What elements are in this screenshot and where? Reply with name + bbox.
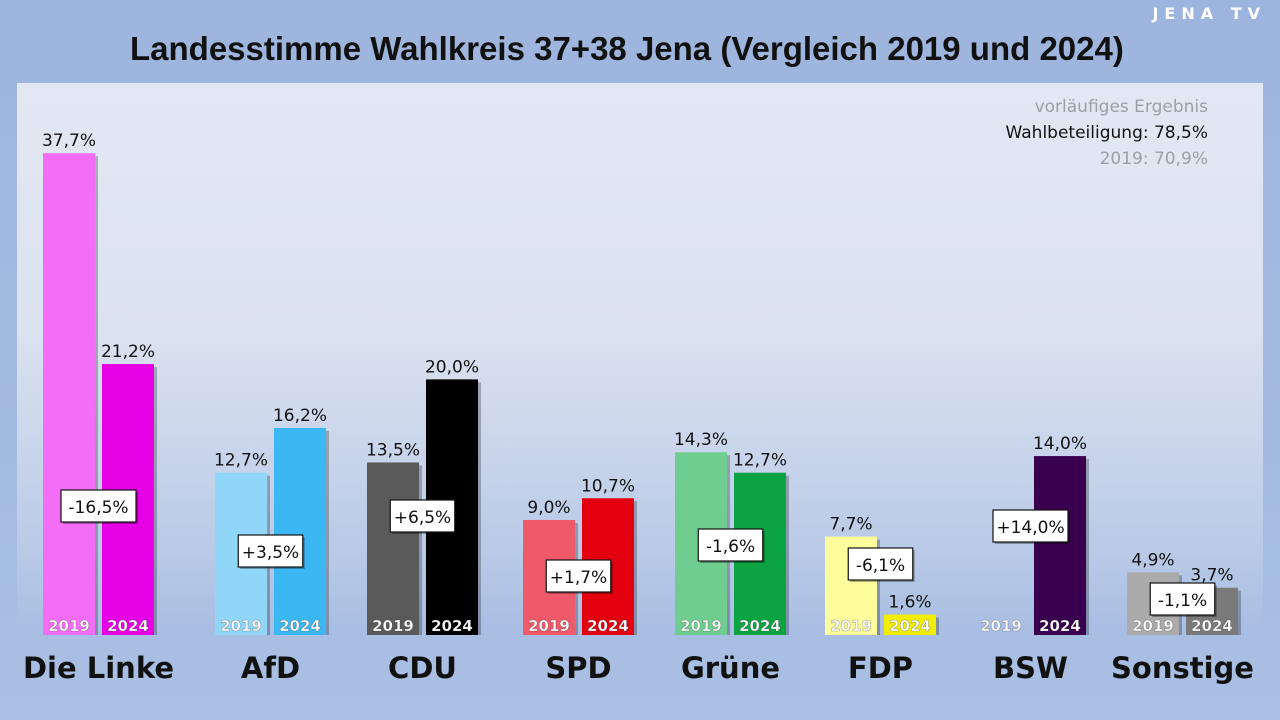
category-label: Grüne <box>681 651 780 685</box>
year-label: 2024 <box>739 617 781 635</box>
category-label: Sonstige <box>1111 651 1254 685</box>
change-box <box>992 509 1069 543</box>
info-box: vorläufiges Ergebnis Wahlbeteiligung: 78… <box>1006 94 1208 172</box>
year-label: 2024 <box>431 617 473 635</box>
year-label: 2024 <box>1039 617 1081 635</box>
change-box <box>1149 582 1216 616</box>
bar-2024 <box>274 427 326 635</box>
year-label: 2024 <box>279 617 321 635</box>
year-label: 2024 <box>107 617 149 635</box>
chart-title: Landesstimme Wahlkreis 37+38 Jena (Vergl… <box>130 30 1124 67</box>
value-label: 9,0% <box>527 498 570 518</box>
value-label: 14,0% <box>1033 434 1087 454</box>
year-label: 2019 <box>830 617 872 635</box>
year-label: 2019 <box>680 617 722 635</box>
change-box <box>545 559 612 593</box>
value-label: 16,2% <box>273 406 327 426</box>
change-label: +6,5% <box>394 508 451 528</box>
change-label: -1,6% <box>706 537 755 557</box>
change-label: +3,5% <box>242 543 299 563</box>
category-label: Die Linke <box>23 651 174 685</box>
value-label: 20,0% <box>425 357 479 377</box>
value-label: 1,6% <box>888 593 931 613</box>
value-label: 37,7% <box>42 131 96 151</box>
year-label: 2019 <box>372 617 414 635</box>
year-label: 2019 <box>220 617 262 635</box>
jena-tv-logo: JENA TV <box>1152 4 1266 23</box>
bar-2024 <box>884 614 936 635</box>
category-label: AfD <box>241 651 300 685</box>
change-label: -6,1% <box>856 556 905 576</box>
bar-2024 <box>1034 456 1086 635</box>
year-label: 2024 <box>587 617 629 635</box>
category-label: FDP <box>848 651 913 685</box>
change-box <box>697 528 764 562</box>
year-label: 2019 <box>528 617 570 635</box>
bar-2019 <box>43 153 95 635</box>
category-label: CDU <box>388 651 457 685</box>
change-box <box>60 489 137 523</box>
turnout-2019-text: 2019: 70,9% <box>1099 149 1208 169</box>
change-box <box>237 534 304 568</box>
value-label: 7,7% <box>829 515 872 535</box>
bar-2019 <box>367 462 419 635</box>
value-label: 13,5% <box>366 440 420 460</box>
category-label: SPD <box>545 651 611 685</box>
year-label: 2019 <box>980 617 1022 635</box>
value-label: 10,7% <box>581 476 635 496</box>
change-label: -1,1% <box>1158 591 1207 611</box>
change-label: +1,7% <box>550 568 607 588</box>
year-label: 2019 <box>48 617 90 635</box>
value-label: 21,2% <box>101 342 155 362</box>
status-text: vorläufiges Ergebnis <box>1034 97 1208 117</box>
value-label: 12,7% <box>733 451 787 471</box>
change-label: +14,0% <box>996 518 1064 538</box>
change-box <box>389 499 456 533</box>
year-label: 2024 <box>889 617 931 635</box>
change-box <box>847 547 914 581</box>
year-label: 2019 <box>1132 617 1174 635</box>
value-label: 3,7% <box>1190 566 1233 586</box>
value-label: 14,3% <box>674 430 728 450</box>
value-label: 4,9% <box>1131 550 1174 570</box>
year-label: 2024 <box>1191 617 1233 635</box>
category-label: BSW <box>993 651 1068 685</box>
change-label: -16,5% <box>68 498 128 518</box>
turnout-text: Wahlbeteiligung: 78,5% <box>1005 123 1208 143</box>
value-label: 12,7% <box>214 451 268 471</box>
